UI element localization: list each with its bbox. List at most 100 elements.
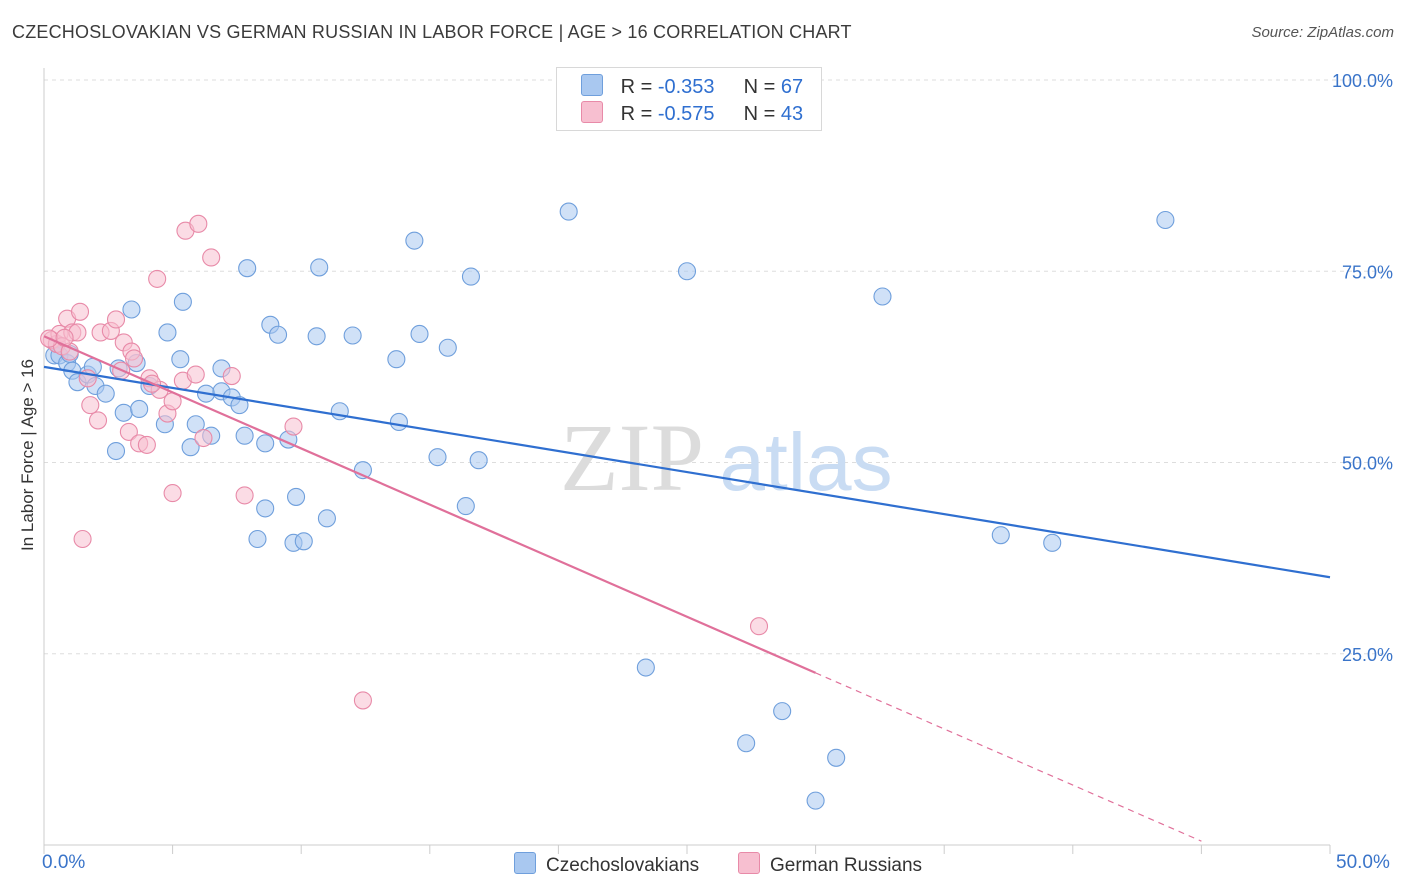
bottom-legend-label: German Russians	[770, 855, 923, 876]
data-point-german-russians	[749, 617, 769, 636]
data-point-czechoslovakians	[158, 323, 177, 342]
y-tick-label: 50.0%	[1342, 454, 1393, 474]
data-point-czechoslovakians	[636, 658, 655, 677]
data-point-german-russians	[194, 428, 213, 448]
legend-swatch-german-russians	[581, 101, 603, 123]
data-point-czechoslovakians	[317, 509, 336, 528]
data-point-czechoslovakians	[294, 532, 313, 551]
legend-r-label: R =	[620, 103, 658, 125]
legend-r-value: -0.575	[657, 103, 715, 125]
data-point-czechoslovakians	[559, 202, 578, 221]
data-point-german-russians	[70, 302, 90, 321]
legend-n-value: 67	[780, 76, 804, 98]
data-point-czechoslovakians	[773, 702, 792, 721]
data-point-german-russians	[73, 529, 92, 549]
bottom-legend-german-russians: German Russians	[738, 852, 922, 877]
data-point-czechoslovakians	[238, 259, 257, 278]
data-point-german-russians	[163, 484, 182, 503]
trend-lines	[43, 335, 1331, 842]
data-point-czechoslovakians	[438, 338, 457, 357]
bottom-legend-czechoslovakians: Czechoslovakians	[514, 852, 699, 877]
x-tick-label-min: 0.0%	[42, 852, 86, 873]
data-point-german-russians	[235, 486, 254, 505]
data-point-czechoslovakians	[389, 412, 408, 432]
y-tick-label: 75.0%	[1342, 262, 1393, 282]
data-point-czechoslovakians	[461, 267, 481, 286]
legend-n-label: N =	[743, 103, 781, 125]
legend-n-value: 43	[780, 103, 804, 125]
data-point-czechoslovakians	[130, 399, 149, 419]
data-point-czechoslovakians	[873, 287, 892, 306]
data-point-czechoslovakians	[469, 451, 488, 470]
y-axis-label: In Labor Force | Age > 16	[18, 358, 37, 552]
data-point-czechoslovakians	[343, 326, 362, 345]
correlation-legend: R = -0.353 N = 67 R = -0.575 N = 43	[556, 67, 822, 131]
legend-row-czechoslovakians: R = -0.353 N = 67	[581, 74, 803, 98]
data-point-german-russians	[189, 214, 208, 233]
data-point-german-russians	[137, 435, 156, 454]
chart-title: CZECHOSLOVAKIAN VS GERMAN RUSSIAN IN LAB…	[12, 22, 852, 42]
data-point-czechoslovakians	[1156, 210, 1175, 230]
data-point-czechoslovakians	[737, 734, 756, 753]
data-point-german-russians	[106, 310, 126, 329]
watermark-atlas: atlas	[719, 417, 892, 508]
data-point-czechoslovakians	[405, 231, 424, 250]
data-point-czechoslovakians	[248, 529, 267, 549]
data-point-german-russians	[202, 248, 221, 267]
data-point-czechoslovakians	[827, 748, 846, 767]
y-tick-label: 25.0%	[1342, 645, 1393, 665]
data-point-czechoslovakians	[310, 258, 329, 277]
data-point-german-russians	[124, 349, 144, 368]
source-label: Source: ZipAtlas.com	[1251, 24, 1394, 41]
data-point-czechoslovakians	[456, 497, 475, 516]
data-point-german-russians	[222, 367, 241, 386]
data-point-czechoslovakians	[181, 438, 200, 457]
y-tick-labels: 25.0% 50.0% 75.0% 100.0%	[1332, 71, 1393, 665]
legend-r-label: R =	[620, 76, 658, 98]
data-point-czechoslovakians	[410, 324, 429, 344]
data-point-german-russians	[148, 269, 167, 288]
data-point-czechoslovakians	[235, 426, 254, 445]
trend-line-czechoslovakians	[43, 365, 1331, 579]
data-point-czechoslovakians	[428, 448, 447, 467]
bottom-legend-swatch-czechoslovakians	[514, 852, 536, 874]
data-point-german-russians	[353, 691, 372, 710]
trend-line-extension	[815, 672, 1202, 842]
legend-swatch-czechoslovakians	[581, 74, 603, 96]
data-point-czechoslovakians	[307, 327, 326, 346]
data-point-german-russians	[284, 417, 303, 436]
trend-line-german-russians	[43, 335, 817, 674]
data-point-czechoslovakians	[171, 350, 190, 369]
watermark: ZIP atlas	[560, 404, 893, 511]
data-point-czechoslovakians	[106, 441, 126, 461]
legend-row-german-russians: R = -0.575 N = 43	[581, 101, 803, 125]
data-point-czechoslovakians	[1043, 533, 1062, 552]
data-point-czechoslovakians	[173, 292, 192, 311]
x-tick-label-max: 50.0%	[1336, 852, 1390, 873]
legend-r-value: -0.353	[657, 76, 715, 98]
data-point-czechoslovakians	[387, 350, 406, 369]
grid-lines	[44, 79, 1392, 655]
data-point-czechoslovakians	[256, 434, 275, 453]
data-points	[40, 202, 1175, 810]
data-point-german-russians	[81, 396, 100, 415]
data-point-czechoslovakians	[287, 487, 306, 506]
axes	[43, 68, 1331, 854]
data-point-czechoslovakians	[230, 396, 249, 415]
data-point-czechoslovakians	[186, 415, 205, 434]
bottom-legend-label: Czechoslovakians	[546, 855, 700, 876]
data-point-czechoslovakians	[269, 325, 288, 344]
data-point-czechoslovakians	[677, 262, 697, 281]
data-point-german-russians	[186, 365, 205, 384]
data-point-czechoslovakians	[806, 791, 825, 810]
data-point-czechoslovakians	[991, 526, 1010, 545]
data-point-czechoslovakians	[256, 499, 275, 518]
data-point-german-russians	[119, 422, 138, 441]
data-point-czechoslovakians	[122, 300, 141, 319]
legend-n-label: N =	[743, 76, 781, 98]
data-point-czechoslovakians	[114, 403, 133, 422]
watermark-zip: ZIP	[560, 404, 704, 511]
bottom-legend-swatch-german-russians	[738, 852, 760, 874]
data-point-czechoslovakians	[96, 384, 115, 403]
